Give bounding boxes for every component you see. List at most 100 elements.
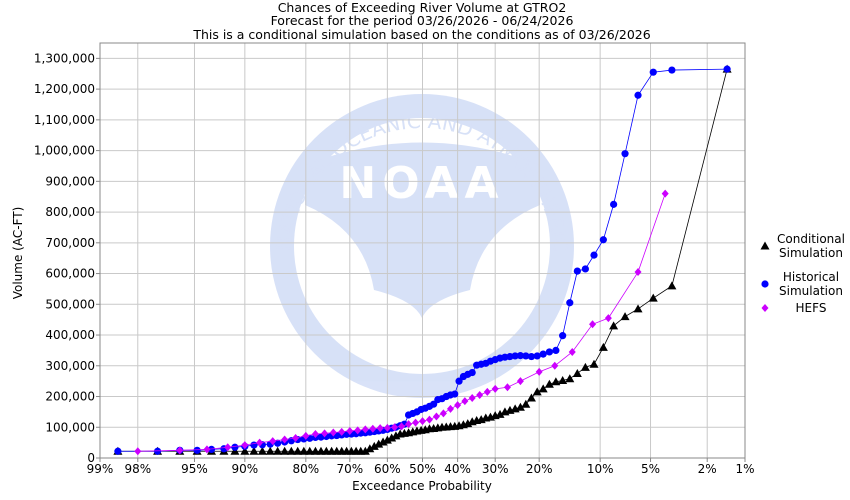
data-point — [446, 404, 454, 413]
chart-subtitle-conditions: This is a conditional simulation based o… — [192, 27, 650, 42]
data-point — [483, 387, 491, 396]
series-historical-simulation — [114, 65, 731, 455]
data-point — [346, 426, 354, 435]
data-point — [476, 390, 484, 399]
y-tick-label: 1,100,000 — [34, 113, 95, 127]
data-point — [382, 435, 392, 444]
data-point — [365, 444, 375, 453]
data-point — [455, 377, 463, 385]
data-point — [286, 446, 296, 455]
data-point — [256, 438, 264, 447]
data-point — [387, 433, 397, 442]
data-point — [176, 446, 184, 455]
data-point — [648, 293, 658, 302]
data-point — [321, 429, 329, 438]
data-point — [589, 320, 597, 329]
data-point — [581, 265, 589, 273]
data-point — [419, 417, 426, 426]
data-point — [203, 445, 211, 454]
data-point — [649, 68, 657, 76]
data-point — [551, 361, 559, 370]
y-tick-label: 1,000,000 — [34, 144, 95, 158]
data-point — [667, 281, 677, 290]
data-point — [439, 409, 447, 418]
data-point — [369, 424, 377, 433]
legend-label: Conditional — [777, 232, 845, 246]
x-tick-label: 40% — [444, 462, 471, 476]
data-point — [425, 415, 433, 424]
data-point — [241, 441, 249, 450]
data-point — [299, 446, 309, 455]
data-point — [580, 362, 590, 371]
y-tick-label: 300,000 — [45, 359, 95, 373]
data-point — [153, 447, 162, 455]
legend-label: Simulation — [779, 246, 843, 260]
y-tick-label: 600,000 — [45, 267, 95, 281]
data-point — [610, 200, 618, 208]
data-point — [526, 393, 536, 402]
legend-marker — [761, 304, 769, 312]
data-point — [668, 66, 676, 74]
x-tick-label: 30% — [482, 462, 509, 476]
data-point — [461, 397, 469, 406]
x-tick-label: 99% — [87, 462, 114, 476]
data-point — [620, 312, 630, 321]
data-point — [559, 332, 567, 340]
y-axis-label: Volume (AC-FT) — [11, 207, 25, 300]
data-point — [604, 314, 612, 323]
data-point — [398, 422, 406, 431]
x-tick-label: 5% — [641, 462, 660, 476]
legend-label: Historical — [783, 270, 839, 284]
data-point — [590, 251, 598, 259]
x-tick-label: 60% — [374, 462, 401, 476]
data-point — [249, 446, 259, 455]
data-point — [533, 352, 541, 360]
legend: ConditionalSimulationHistoricalSimulatio… — [760, 232, 845, 315]
x-tick-label: 80% — [292, 462, 319, 476]
data-point — [293, 446, 303, 455]
data-point — [522, 352, 530, 360]
data-point — [329, 428, 337, 437]
data-point — [634, 91, 642, 99]
data-point — [193, 446, 201, 454]
data-point — [598, 342, 608, 351]
data-point — [589, 359, 599, 368]
data-point — [134, 447, 142, 456]
x-tick-label: 95% — [181, 462, 208, 476]
data-point — [432, 412, 440, 421]
x-tick-label: 98% — [124, 462, 151, 476]
data-point — [544, 379, 554, 388]
data-point — [240, 446, 250, 455]
x-tick-label: 10% — [587, 462, 614, 476]
x-tick-label: 20% — [526, 462, 553, 476]
data-point — [573, 267, 581, 275]
data-point — [292, 434, 300, 443]
data-point — [451, 390, 459, 398]
chart-subtitle-period: Forecast for the period 03/26/2026 - 06/… — [271, 13, 574, 28]
y-tick-label: 100,000 — [45, 420, 95, 434]
data-point — [545, 348, 553, 356]
data-point — [383, 423, 391, 432]
data-point — [551, 377, 561, 386]
y-tick-label: 1,200,000 — [34, 82, 95, 96]
data-point — [430, 400, 438, 408]
watermark-logo: NOAA — [339, 158, 504, 209]
x-tick-label: 70% — [336, 462, 363, 476]
x-axis-label: Exceedance Probability — [352, 479, 492, 493]
data-point — [114, 447, 122, 455]
data-point — [621, 150, 629, 158]
data-point — [527, 352, 536, 361]
data-point — [565, 374, 575, 383]
y-tick-label: 1,300,000 — [34, 51, 95, 65]
chart-title: Chances of Exceeding River Volume at GTR… — [278, 0, 567, 15]
data-point — [661, 189, 669, 198]
data-point — [503, 383, 511, 392]
legend-label: HEFS — [796, 301, 827, 315]
x-tick-label: 2% — [698, 462, 717, 476]
data-point — [361, 425, 369, 434]
data-point — [495, 409, 505, 418]
axes: 0 100,000 200,000 300,000 400,000 500,000 600,… — [34, 42, 755, 476]
data-point — [305, 446, 315, 455]
data-point — [269, 437, 277, 446]
x-tick-label: 50% — [409, 462, 436, 476]
